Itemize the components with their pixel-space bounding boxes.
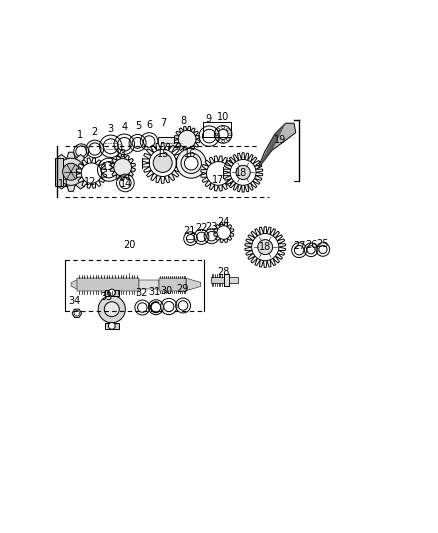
Circle shape [81, 163, 102, 183]
Polygon shape [139, 280, 159, 289]
Polygon shape [224, 274, 229, 286]
Text: 2: 2 [92, 127, 98, 136]
Text: 13: 13 [115, 149, 127, 159]
Polygon shape [214, 222, 234, 243]
Circle shape [153, 154, 172, 172]
Text: 13: 13 [102, 163, 114, 172]
Text: 20: 20 [123, 240, 136, 250]
Text: 19: 19 [274, 135, 286, 145]
Polygon shape [71, 279, 78, 289]
Circle shape [217, 225, 230, 239]
FancyBboxPatch shape [56, 158, 63, 185]
Text: 30: 30 [161, 286, 173, 296]
Polygon shape [159, 278, 187, 290]
FancyBboxPatch shape [158, 138, 185, 148]
Text: 32: 32 [135, 288, 148, 298]
Circle shape [114, 158, 131, 176]
Polygon shape [229, 277, 238, 284]
Polygon shape [76, 158, 106, 188]
Circle shape [63, 163, 80, 180]
Text: 23: 23 [205, 222, 218, 232]
Polygon shape [211, 277, 224, 284]
Text: 6: 6 [147, 119, 153, 130]
Text: 33: 33 [100, 292, 113, 302]
Text: 15: 15 [156, 149, 169, 159]
Text: 25: 25 [317, 239, 329, 249]
Text: 16: 16 [184, 149, 197, 159]
Text: 8: 8 [181, 116, 187, 126]
Circle shape [108, 322, 115, 329]
Circle shape [176, 148, 206, 178]
Circle shape [206, 161, 230, 185]
Text: 10: 10 [217, 112, 229, 122]
Polygon shape [174, 126, 200, 152]
Polygon shape [245, 227, 286, 268]
Polygon shape [110, 155, 135, 180]
Text: 29: 29 [176, 284, 188, 294]
Text: 27: 27 [293, 241, 305, 251]
Circle shape [230, 159, 256, 185]
Text: 26: 26 [305, 240, 317, 250]
Text: 12: 12 [84, 176, 97, 187]
Text: 34: 34 [68, 296, 81, 306]
Polygon shape [52, 152, 90, 191]
Text: 1: 1 [77, 130, 83, 140]
Text: 18: 18 [235, 168, 247, 179]
Polygon shape [77, 278, 139, 291]
Text: 28: 28 [218, 266, 230, 277]
Polygon shape [72, 309, 81, 318]
Text: 14: 14 [120, 179, 132, 189]
Text: 4: 4 [121, 122, 127, 132]
Text: 5: 5 [135, 121, 141, 131]
Circle shape [178, 131, 196, 148]
Text: 18: 18 [259, 242, 271, 252]
Polygon shape [105, 323, 119, 329]
Circle shape [149, 149, 176, 176]
Polygon shape [105, 289, 119, 296]
Circle shape [236, 165, 250, 180]
Polygon shape [258, 123, 296, 168]
Circle shape [98, 296, 125, 323]
Text: 22: 22 [195, 223, 208, 233]
Text: 9: 9 [205, 114, 212, 124]
Circle shape [57, 158, 85, 185]
Circle shape [258, 240, 273, 255]
Text: 11: 11 [58, 179, 71, 189]
Polygon shape [223, 153, 263, 192]
Polygon shape [187, 278, 201, 290]
Circle shape [74, 311, 80, 316]
Text: 21: 21 [184, 226, 196, 236]
Circle shape [108, 289, 115, 296]
Text: 7: 7 [160, 118, 166, 128]
Circle shape [184, 157, 198, 170]
Polygon shape [201, 156, 236, 191]
Polygon shape [142, 143, 183, 183]
Text: 24: 24 [217, 217, 230, 227]
Text: 3: 3 [107, 124, 113, 134]
Circle shape [251, 233, 279, 261]
Text: 31: 31 [149, 287, 161, 297]
Circle shape [104, 302, 119, 317]
Text: 17: 17 [212, 175, 224, 185]
